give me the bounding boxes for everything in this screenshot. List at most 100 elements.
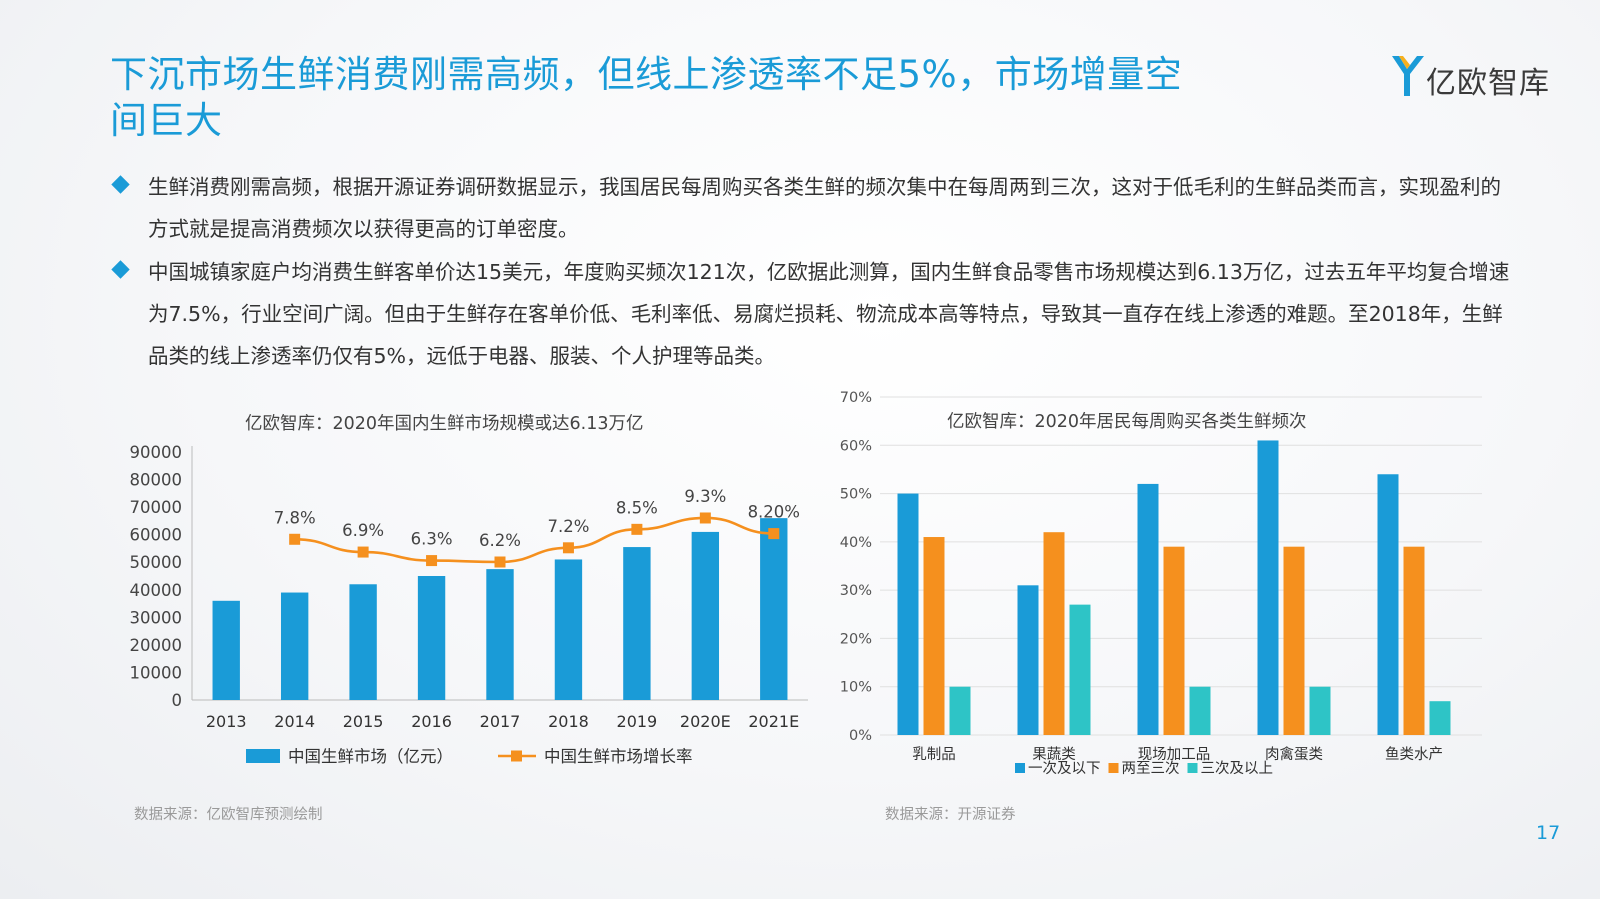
x-tick-label: 果蔬类 bbox=[1032, 746, 1076, 763]
bar bbox=[1283, 546, 1305, 735]
right-data-source: 数据来源：开源证券 bbox=[885, 807, 1016, 823]
bullet-text: 生鲜消费刚需高频，根据开源证券调研数据显示，我国居民每周购买各类生鲜的频次集中在… bbox=[148, 175, 1501, 241]
x-tick-label: 2015 bbox=[343, 712, 384, 731]
y-tick-label: 0 bbox=[172, 691, 183, 710]
growth-rate-marker bbox=[562, 542, 574, 554]
x-tick-label: 乳制品 bbox=[912, 746, 956, 763]
legend-swatch bbox=[1108, 763, 1119, 773]
bar bbox=[1189, 686, 1211, 735]
x-tick-label: 2013 bbox=[206, 712, 247, 731]
bar bbox=[1377, 474, 1399, 735]
diamond-bullet-icon bbox=[111, 175, 130, 194]
left-chart-title: 亿欧智库：2020年国内生鲜市场规模或达6.13万亿 bbox=[245, 414, 644, 434]
bar bbox=[1137, 483, 1159, 735]
bar bbox=[280, 592, 309, 700]
purchase-frequency-chart: 0% 10% 20% 30% 40% 50% 60% 70% 乳制品 果蔬类 现场加工品 肉禽蛋类 鱼类… bbox=[840, 390, 1482, 777]
bar bbox=[554, 559, 583, 700]
legend-swatch bbox=[1015, 763, 1025, 773]
y-tick-label: 70000 bbox=[130, 498, 183, 517]
x-tick-label: 2014 bbox=[274, 712, 315, 731]
y-tick-label: 40000 bbox=[130, 581, 183, 600]
brand-logo: 亿欧智库 bbox=[1390, 52, 1565, 101]
market-size-chart: 0 10000 20000 30000 40000 50000 60000 70000 8000… bbox=[130, 443, 808, 766]
bar bbox=[1309, 686, 1331, 735]
bar bbox=[923, 537, 945, 735]
bullet-item: 生鲜消费刚需高频，根据开源证券调研数据显示，我国居民每周购买各类生鲜的频次集中在… bbox=[110, 166, 1510, 250]
y-tick-label: 60% bbox=[840, 438, 872, 454]
bar bbox=[417, 576, 446, 700]
bar bbox=[1429, 701, 1451, 735]
bar bbox=[1163, 546, 1185, 735]
y-tick-label: 60000 bbox=[130, 526, 183, 545]
x-tick-label: 2021E bbox=[748, 712, 799, 731]
y-tick-label: 90000 bbox=[130, 443, 183, 462]
y-tick-label: 10000 bbox=[130, 663, 183, 682]
y-tick-label: 30000 bbox=[130, 608, 183, 627]
bar bbox=[486, 569, 514, 700]
growth-rate-marker bbox=[768, 528, 780, 540]
x-tick-label: 现场加工品 bbox=[1138, 746, 1211, 763]
page-number: 17 bbox=[1536, 822, 1561, 844]
growth-rate-label: 8.5% bbox=[616, 498, 658, 517]
x-tick-label: 2017 bbox=[480, 712, 521, 731]
legend-bar-swatch bbox=[246, 749, 280, 763]
legend-swatch bbox=[1187, 763, 1198, 773]
bar bbox=[623, 547, 651, 700]
y-tick-label: 0% bbox=[849, 728, 872, 744]
growth-rate-label: 9.3% bbox=[684, 487, 726, 506]
bar bbox=[212, 600, 240, 700]
x-tick-label: 鱼类水产 bbox=[1385, 745, 1443, 763]
logo-text: 亿欧智库 bbox=[1426, 66, 1550, 101]
bar bbox=[349, 584, 377, 700]
bar bbox=[1069, 604, 1091, 735]
y-tick-label: 40% bbox=[840, 535, 872, 551]
growth-rate-label: 6.9% bbox=[342, 521, 384, 540]
bar bbox=[760, 518, 788, 700]
legend-label: 三次及以上 bbox=[1201, 760, 1274, 777]
bar bbox=[1043, 532, 1065, 735]
logo-icon bbox=[1392, 56, 1424, 96]
growth-rate-label: 7.2% bbox=[547, 517, 589, 536]
legend-label: 两至三次 bbox=[1122, 760, 1180, 777]
y-tick-label: 50% bbox=[840, 487, 872, 503]
bar bbox=[1017, 585, 1039, 735]
growth-rate-label: 6.2% bbox=[479, 531, 521, 550]
right-chart-title: 亿欧智库：2020年居民每周购买各类生鲜频次 bbox=[947, 412, 1307, 432]
growth-rate-marker bbox=[357, 546, 369, 558]
page-title: 下沉市场生鲜消费刚需高频，但线上渗透率不足5%，市场增量空间巨大 bbox=[110, 53, 1183, 142]
bar bbox=[897, 493, 919, 735]
x-tick-label: 2016 bbox=[411, 712, 452, 731]
growth-rate-marker bbox=[494, 556, 506, 568]
growth-rate-marker bbox=[631, 523, 643, 535]
x-tick-label: 2018 bbox=[548, 712, 589, 731]
x-tick-label: 2020E bbox=[680, 712, 731, 731]
bar bbox=[691, 531, 720, 700]
legend-line-marker bbox=[511, 750, 522, 762]
bar bbox=[949, 686, 971, 735]
y-tick-label: 70% bbox=[840, 390, 872, 406]
y-tick-label: 50000 bbox=[130, 553, 183, 572]
left-data-source: 数据来源：亿欧智库预测绘制 bbox=[134, 807, 323, 823]
bullet-list: 生鲜消费刚需高频，根据开源证券调研数据显示，我国居民每周购买各类生鲜的频次集中在… bbox=[110, 166, 1510, 378]
legend-label: 一次及以下 bbox=[1028, 760, 1101, 777]
growth-rate-marker bbox=[699, 512, 711, 524]
y-tick-label: 20% bbox=[840, 631, 872, 647]
y-tick-label: 20000 bbox=[130, 636, 183, 655]
legend-bar-label: 中国生鲜市场（亿元） bbox=[288, 747, 453, 766]
growth-rate-label: 6.3% bbox=[411, 530, 453, 549]
growth-rate-marker bbox=[289, 533, 301, 545]
diamond-bullet-icon bbox=[111, 260, 130, 279]
legend-line-label: 中国生鲜市场增长率 bbox=[544, 747, 693, 766]
bullet-text: 中国城镇家庭户均消费生鲜客单价达15美元，年度购买频次121次，亿欧据此测算，国… bbox=[148, 260, 1510, 368]
x-tick-label: 肉禽蛋类 bbox=[1265, 746, 1323, 763]
bar bbox=[1257, 440, 1279, 735]
bullet-item: 中国城镇家庭户均消费生鲜客单价达15美元，年度购买频次121次，亿欧据此测算，国… bbox=[110, 251, 1510, 377]
growth-rate-marker bbox=[426, 555, 438, 567]
growth-rate-label: 7.8% bbox=[274, 508, 316, 527]
y-tick-label: 80000 bbox=[130, 471, 183, 490]
x-tick-label: 2019 bbox=[617, 712, 658, 731]
y-tick-label: 10% bbox=[840, 680, 872, 696]
y-tick-label: 30% bbox=[840, 583, 872, 599]
bar bbox=[1403, 546, 1425, 735]
growth-rate-label: 8.20% bbox=[748, 503, 800, 522]
